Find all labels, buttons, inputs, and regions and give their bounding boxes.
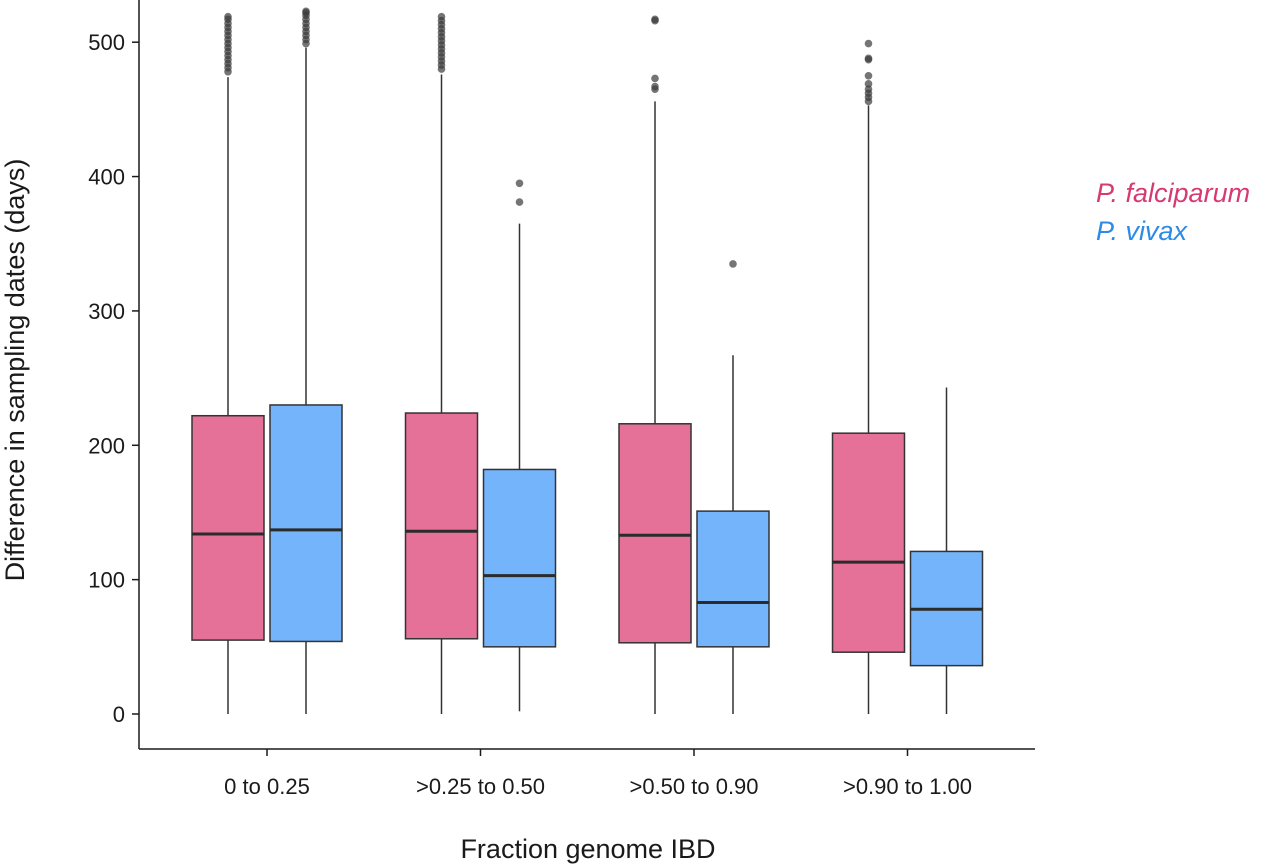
box-iqr <box>191 414 265 641</box>
box-iqr <box>831 432 906 653</box>
box-group <box>191 12 265 714</box>
box-group <box>909 387 984 714</box>
y-tick-label: 400 <box>88 165 125 190</box>
legend-label: P. falciparum <box>1096 178 1250 208</box>
box-group <box>404 12 479 714</box>
legend: P. falciparum P. vivax <box>1096 178 1250 246</box>
box-group <box>269 7 343 714</box>
box-group <box>696 260 770 714</box>
x-tick-label: >0.90 to 1.00 <box>843 774 972 799</box>
y-tick-label: 200 <box>88 433 125 458</box>
legend-label: P. vivax <box>1096 216 1189 246</box>
outlier-point <box>864 39 873 48</box>
y-tick-label: 0 <box>113 702 125 727</box>
outlier-point <box>515 198 524 206</box>
outlier-point <box>729 260 737 268</box>
x-tick-label: 0 to 0.25 <box>224 774 310 799</box>
y-tick-label: 300 <box>88 299 125 324</box>
outlier-point <box>437 12 446 21</box>
y-axis-title: Difference in sampling dates (days) <box>0 159 30 582</box>
boxes-layer <box>191 7 984 714</box>
box-iqr <box>404 412 479 640</box>
x-axis-title: Fraction genome IBD <box>460 834 715 864</box>
y-tick-label: 100 <box>88 568 125 593</box>
outlier-point <box>651 74 659 83</box>
outlier-point <box>302 7 310 16</box>
ticks-layer: 0 100 200 300 400 500 0 to 0.25 >0.25 to 0.50 >0… <box>88 30 972 799</box>
box-group <box>618 15 692 714</box>
box-iqr <box>696 510 770 648</box>
box-iqr <box>618 423 692 644</box>
box-iqr <box>269 404 343 643</box>
outlier-point <box>864 54 873 63</box>
box-group <box>831 39 906 714</box>
x-tick-label: >0.25 to 0.50 <box>416 774 545 799</box>
outlier-point <box>651 82 659 91</box>
axes-layer <box>138 0 1035 750</box>
x-tick-label: >0.50 to 0.90 <box>629 774 758 799</box>
box-iqr <box>482 468 557 648</box>
box-group <box>482 179 557 712</box>
outlier-point <box>651 15 659 24</box>
outlier-point <box>224 12 232 21</box>
outlier-point <box>864 85 873 94</box>
outlier-point <box>515 179 524 188</box>
outlier-point <box>864 80 873 88</box>
outlier-point <box>864 71 873 80</box>
y-tick-label: 500 <box>88 30 125 55</box>
